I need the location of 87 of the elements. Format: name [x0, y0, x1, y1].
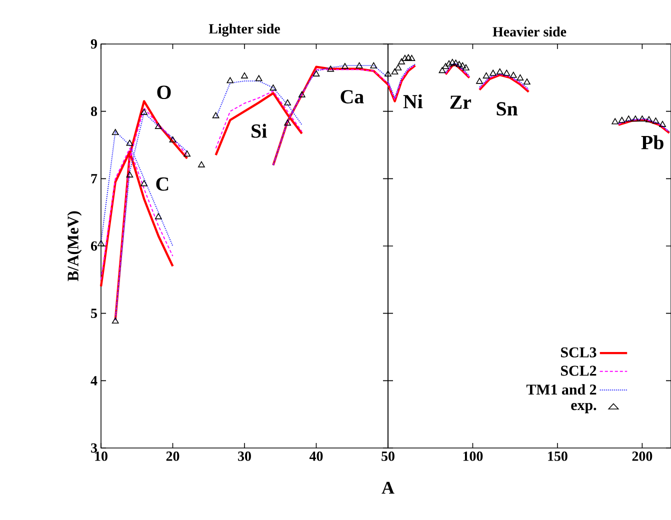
y-tick-label: 7: [91, 174, 98, 184]
annotation: Si: [252, 124, 267, 138]
point: [456, 60, 463, 68]
point: [140, 180, 148, 186]
point: [384, 70, 392, 76]
point: [524, 78, 530, 85]
point: [169, 136, 176, 142]
point: [490, 70, 496, 76]
y-tick-label: 5: [91, 308, 97, 318]
point: [391, 68, 398, 74]
x-tick-label: 20: [166, 452, 180, 461]
point: [652, 118, 660, 124]
point: [270, 84, 277, 91]
x-tick-label: 100: [463, 452, 483, 461]
point: [476, 78, 483, 84]
y-tick-label: 9: [90, 39, 97, 49]
point: [408, 54, 416, 61]
point: [516, 74, 524, 80]
point: [241, 72, 248, 78]
x-tick-label: 10: [95, 452, 108, 461]
point: [503, 70, 510, 76]
point: [618, 116, 626, 123]
point: [448, 58, 456, 65]
point: [496, 68, 504, 74]
point: [184, 150, 191, 157]
point: [284, 99, 291, 106]
x-tick-label: 50: [382, 452, 394, 461]
point: [446, 60, 452, 66]
point: [462, 64, 470, 70]
y-axis-title: B/A(MeV): [67, 211, 82, 282]
x-tick-label: 30: [238, 452, 251, 461]
point: [198, 161, 205, 168]
point: [398, 58, 405, 64]
chart-title: Heavier side: [492, 26, 566, 37]
point: [112, 128, 119, 136]
point: [126, 140, 134, 146]
point: [625, 116, 632, 122]
legend-label: exp.: [571, 402, 596, 414]
annotation: Zr: [450, 96, 472, 109]
legend-label: SCL3: [561, 347, 596, 358]
point: [327, 66, 334, 72]
point: [370, 62, 378, 68]
annotation: Pb: [641, 135, 664, 150]
x-tick-label: 200: [632, 452, 652, 461]
annotation: Sn: [496, 102, 518, 116]
point: [612, 118, 619, 124]
point: [98, 240, 104, 246]
point: [438, 67, 446, 74]
point: [632, 116, 639, 122]
point: [452, 60, 460, 66]
point: [646, 116, 652, 122]
point: [154, 213, 162, 220]
annotation: Ca: [340, 90, 364, 104]
point: [482, 72, 490, 78]
x-tick-label: 150: [548, 452, 568, 461]
point: [154, 122, 162, 129]
point: [112, 318, 119, 324]
point: [226, 77, 234, 84]
point: [356, 62, 363, 68]
chart-title: Lighter side: [208, 24, 280, 36]
point: [404, 54, 412, 60]
point: [298, 91, 306, 98]
point: [442, 62, 450, 70]
point: [459, 62, 466, 68]
annotation: C: [156, 177, 168, 191]
point: [510, 72, 517, 78]
point: [402, 54, 408, 61]
point: [638, 116, 646, 122]
x-axis-title: A: [382, 482, 394, 494]
point: [140, 108, 148, 115]
y-tick-label: 3: [91, 443, 98, 453]
y-tick-label: 8: [90, 106, 98, 116]
annotation: O: [157, 86, 171, 100]
legend-label: SCL2: [561, 366, 596, 376]
point: [255, 75, 262, 82]
point: [212, 112, 220, 118]
point: [284, 120, 291, 126]
point: [342, 62, 348, 70]
point: [659, 120, 666, 127]
annotation: Ni: [403, 94, 423, 108]
point: [126, 171, 134, 178]
y-tick-label: 4: [90, 376, 98, 386]
x-tick-label: 40: [309, 452, 323, 461]
point: [312, 70, 320, 76]
point: [394, 64, 402, 70]
legend-label: TM1 and 2: [526, 384, 596, 395]
y-tick-label: 6: [90, 241, 98, 251]
